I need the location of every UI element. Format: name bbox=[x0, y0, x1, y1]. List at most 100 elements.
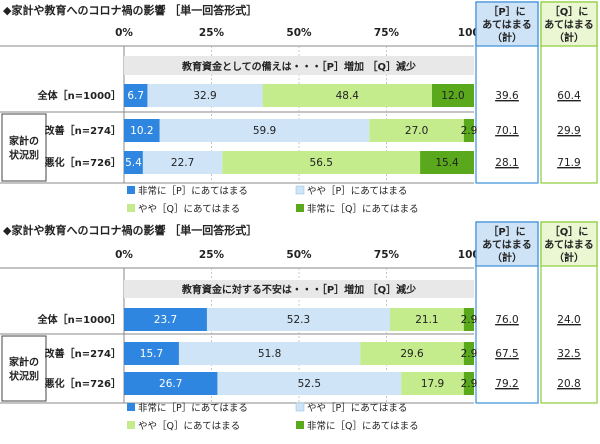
bar-segment bbox=[463, 372, 474, 395]
legend-label: 非常に［Q］にあてはまる bbox=[307, 420, 419, 432]
q-total-value: 20.8 bbox=[557, 378, 580, 390]
legend-swatch bbox=[296, 204, 304, 212]
bar-segment bbox=[432, 84, 474, 107]
summary-header-line: （計） bbox=[492, 31, 522, 44]
q-total-value: 29.9 bbox=[557, 125, 580, 137]
axis-tick-label: 0% bbox=[115, 27, 133, 39]
bar-value-label: 21.1 bbox=[415, 314, 438, 326]
q-total-value: 32.5 bbox=[557, 348, 580, 360]
legend-label: 非常に［P］にあてはまる bbox=[138, 185, 248, 197]
group-label-line: 状況別 bbox=[9, 370, 39, 383]
bar-segment bbox=[262, 84, 432, 107]
row-label: 全体［n=1000］ bbox=[37, 313, 121, 326]
legend-label: 非常に［P］にあてはまる bbox=[138, 402, 248, 414]
summary-header-line: あてはまる bbox=[482, 18, 532, 31]
axis-tick-label: 75% bbox=[374, 249, 400, 261]
bar-segment bbox=[124, 84, 148, 107]
p-total-header-box bbox=[475, 221, 539, 267]
bar-value-label: 5.4 bbox=[125, 157, 142, 169]
summary-header-line: （計） bbox=[554, 31, 584, 44]
summary-header-line: ［P］に bbox=[488, 5, 525, 18]
group-label-line: 状況別 bbox=[9, 149, 39, 162]
bar-segment bbox=[217, 372, 402, 395]
summary-header-line: （計） bbox=[554, 251, 584, 264]
question-caption-band bbox=[124, 280, 474, 298]
q-total-value: 24.0 bbox=[557, 314, 580, 326]
p-total-header-box bbox=[475, 1, 539, 47]
bar-value-label: 52.5 bbox=[298, 378, 321, 390]
chart-panel-1: ◆家計や教育へのコロナ禍の影響 ［単一回答形式］0% 25% 50% 75% 100%教… bbox=[0, 1, 598, 215]
bar-segment bbox=[369, 119, 464, 142]
summary-header-line: あてはまる bbox=[544, 238, 594, 251]
legend-label: やや［P］にあてはまる bbox=[307, 403, 407, 414]
row-label: 改善［n=274］ bbox=[45, 347, 121, 360]
bar-segment bbox=[463, 342, 474, 365]
legend-swatch bbox=[127, 186, 135, 194]
p-total-value: 70.1 bbox=[495, 125, 518, 137]
row-label: 悪化［n=726］ bbox=[45, 156, 121, 169]
legend-swatch bbox=[295, 402, 305, 412]
legend-label: やや［P］にあてはまる bbox=[307, 186, 407, 197]
bar-segment bbox=[147, 84, 263, 107]
bar-value-label: 48.4 bbox=[336, 90, 360, 102]
bar-value-label: 26.7 bbox=[159, 378, 182, 390]
bar-value-label: 2.9 bbox=[461, 125, 478, 137]
legend-swatch bbox=[127, 421, 135, 429]
axis-tick-label: 50% bbox=[286, 249, 312, 261]
row-label: 全体［n=1000］ bbox=[37, 89, 121, 102]
p-total-value: 79.2 bbox=[495, 378, 518, 390]
bar-segment bbox=[463, 308, 474, 331]
legend-label: やや［Q］にあてはまる bbox=[138, 204, 240, 215]
p-total-value: 76.0 bbox=[495, 314, 518, 326]
axis-tick-label: 0% bbox=[115, 249, 133, 261]
p-total-value: 28.1 bbox=[495, 157, 518, 169]
bar-segment bbox=[178, 342, 361, 365]
q-total-value: 60.4 bbox=[557, 90, 581, 102]
p-total-value: 39.6 bbox=[495, 90, 519, 102]
bar-value-label: 2.9 bbox=[461, 314, 478, 326]
bar-segment bbox=[124, 151, 143, 174]
question-caption: 教育資金としての備えは・・・［P］増加 ［Q］減少 bbox=[181, 60, 416, 73]
bar-segment bbox=[124, 372, 218, 395]
bar-value-label: 15.4 bbox=[435, 157, 459, 169]
bar-value-label: 2.9 bbox=[461, 348, 478, 360]
bar-value-label: 32.9 bbox=[193, 90, 216, 102]
group-label-box bbox=[1, 335, 47, 402]
bar-segment bbox=[124, 342, 179, 365]
bar-value-label: 12.0 bbox=[441, 90, 464, 102]
row-label: 悪化［n=726］ bbox=[45, 377, 121, 390]
chart-panel-2: ◆家計や教育へのコロナ禍の影響 ［単一回答形式］0% 25% 50% 75% 100%教… bbox=[0, 221, 598, 432]
legend-swatch bbox=[127, 204, 135, 212]
bar-segment bbox=[124, 308, 207, 331]
question-caption: 教育資金に対する不安は・・・［P］増加 ［Q］減少 bbox=[181, 283, 416, 296]
group-label-box bbox=[1, 113, 47, 182]
bar-value-label: 6.7 bbox=[127, 90, 144, 102]
bar-segment bbox=[420, 151, 474, 174]
q-total-value: 71.9 bbox=[557, 157, 580, 169]
bar-value-label: 10.2 bbox=[130, 125, 153, 137]
summary-header-line: ［Q］に bbox=[550, 5, 589, 18]
bar-segment bbox=[159, 119, 370, 142]
summary-header-line: ［P］に bbox=[488, 225, 525, 238]
axis-tick-label: 75% bbox=[374, 27, 400, 39]
bar-value-label: 2.9 bbox=[461, 378, 478, 390]
summary-header-line: （計） bbox=[492, 251, 522, 264]
bar-value-label: 52.3 bbox=[287, 314, 310, 326]
bar-segment bbox=[222, 151, 421, 174]
bar-segment bbox=[463, 119, 474, 142]
group-label-line: 家計の bbox=[9, 135, 39, 148]
legend-swatch bbox=[127, 403, 135, 411]
bar-segment bbox=[401, 372, 464, 395]
legend-swatch bbox=[296, 421, 304, 429]
summary-header-line: あてはまる bbox=[544, 18, 594, 31]
row-label: 改善［n=274］ bbox=[45, 124, 121, 137]
legend-swatch bbox=[295, 185, 305, 195]
axis-tick-label: 50% bbox=[286, 27, 312, 39]
bar-value-label: 22.7 bbox=[171, 157, 194, 169]
chart-title: ◆家計や教育へのコロナ禍の影響 ［単一回答形式］ bbox=[3, 223, 257, 237]
bar-segment bbox=[390, 308, 464, 331]
axis-tick-label: 25% bbox=[199, 27, 225, 39]
group-label-line: 家計の bbox=[9, 356, 39, 369]
p-total-value: 67.5 bbox=[495, 348, 518, 360]
